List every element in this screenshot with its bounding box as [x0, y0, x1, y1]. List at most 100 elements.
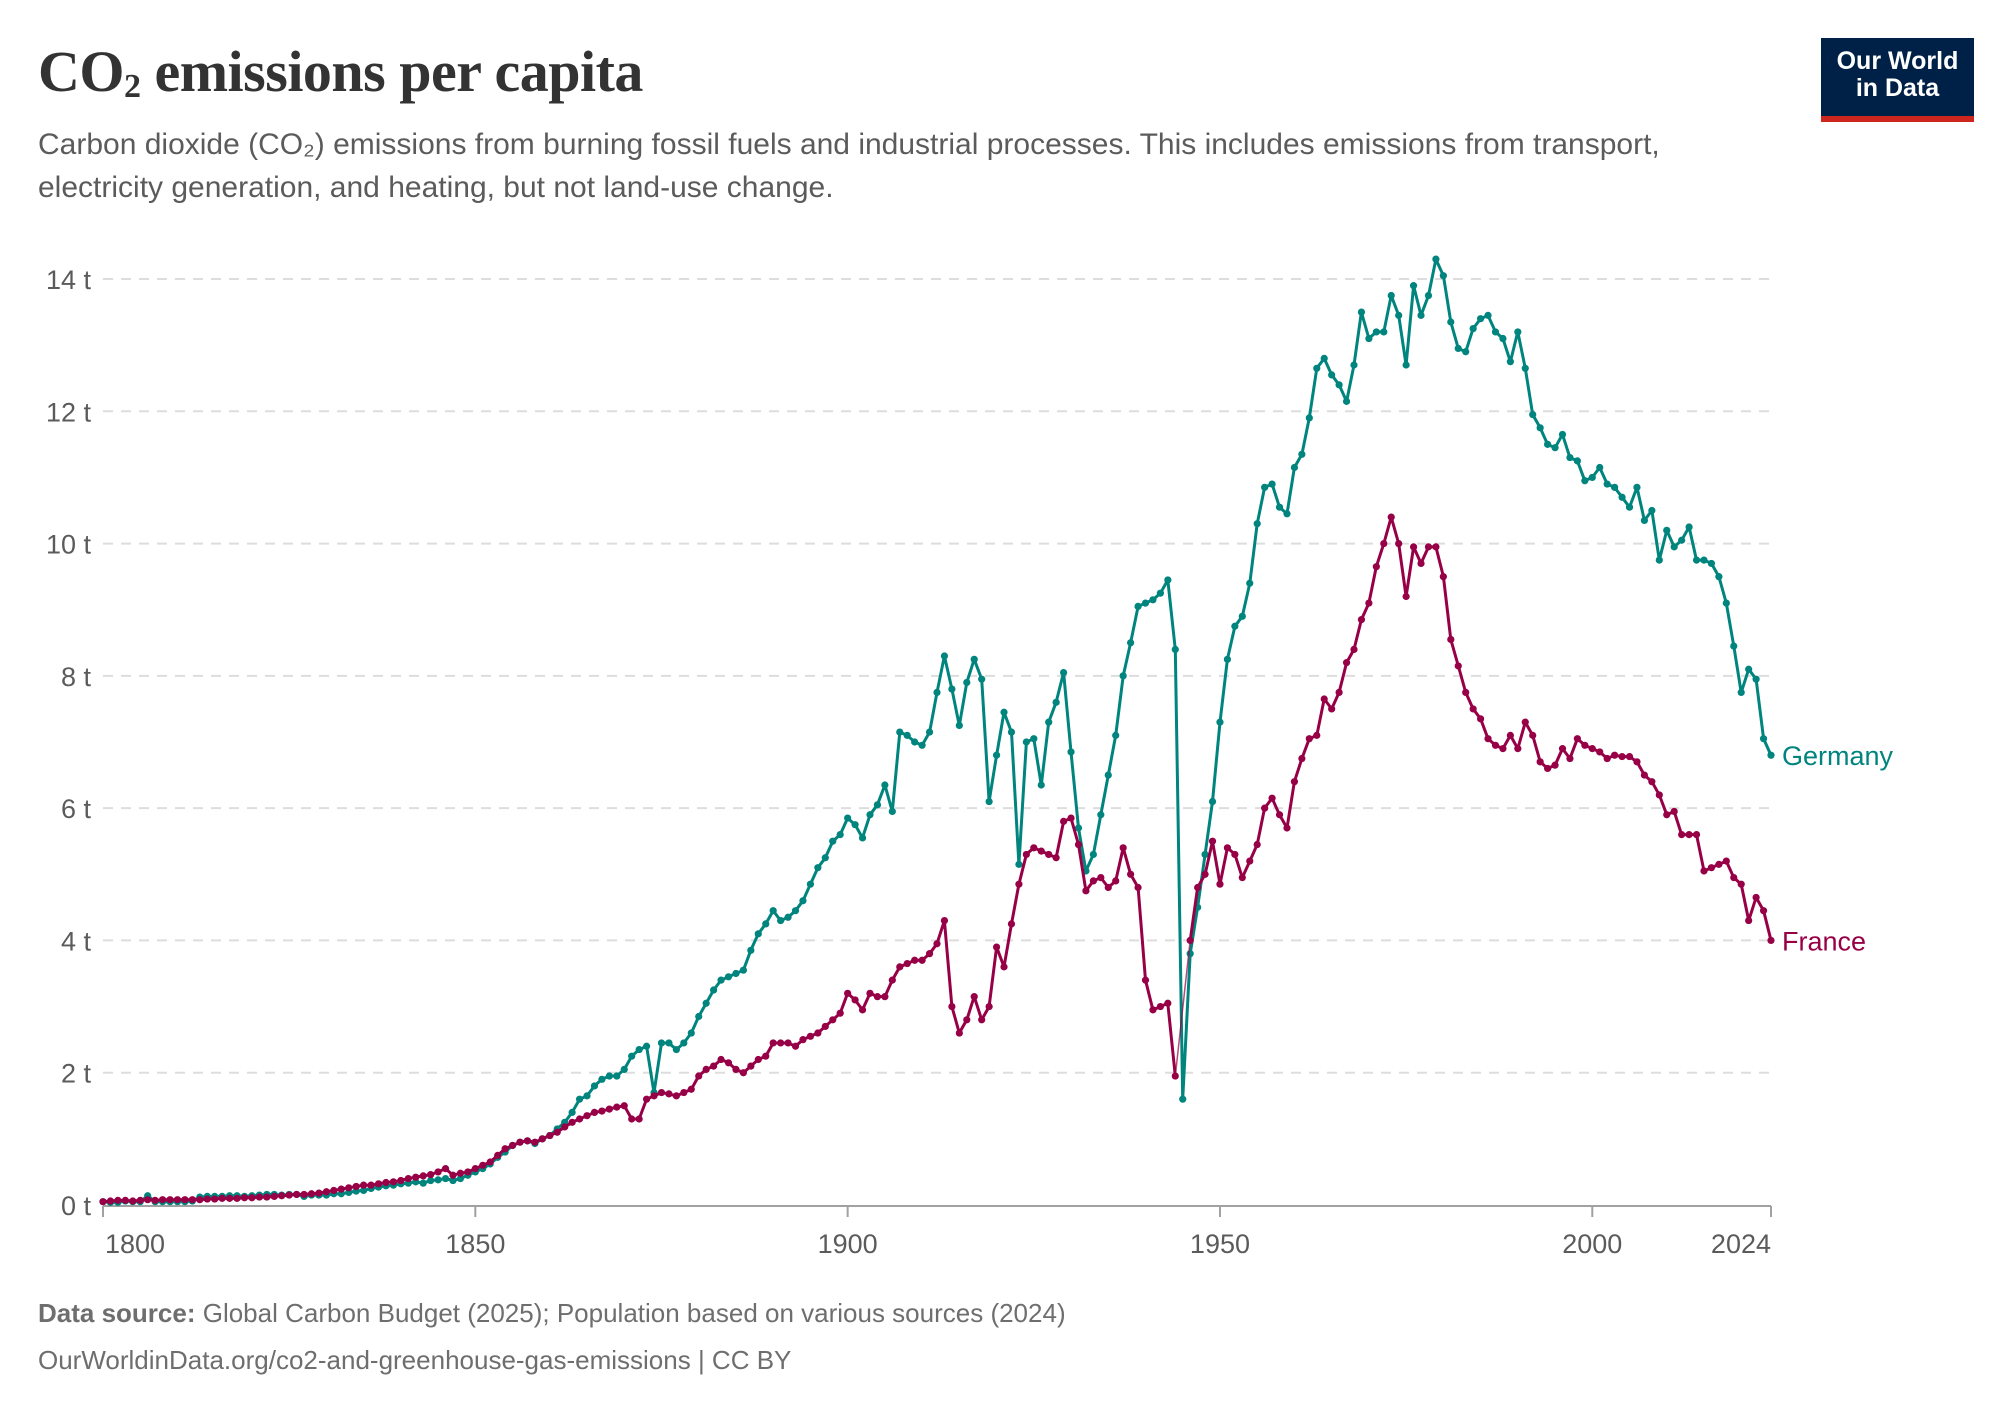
data-point — [1127, 870, 1135, 878]
data-point — [1320, 695, 1328, 703]
data-point — [881, 993, 889, 1001]
data-point — [1216, 880, 1224, 888]
data-point — [1759, 735, 1768, 743]
data-point — [1521, 718, 1529, 726]
data-point — [449, 1176, 457, 1185]
y-tick-label: 6 t — [61, 794, 92, 824]
logo-line-2: in Data — [1855, 74, 1940, 102]
data-point — [1238, 612, 1246, 620]
data-source-label: Data source: — [38, 1298, 196, 1328]
source-url[interactable]: OurWorldinData.org/co2-and-greenhouse-ga… — [38, 1345, 691, 1375]
data-point — [1275, 811, 1284, 819]
data-point — [1618, 752, 1626, 761]
data-point — [1387, 291, 1395, 300]
data-point — [1350, 361, 1358, 369]
data-point — [583, 1092, 591, 1100]
data-point — [851, 821, 859, 829]
data-point — [1514, 745, 1522, 753]
data-point — [590, 1082, 599, 1090]
data-point — [747, 946, 755, 954]
data-point — [777, 916, 785, 925]
data-point — [471, 1165, 479, 1173]
data-point — [762, 1052, 770, 1060]
data-point — [642, 1095, 651, 1103]
data-point — [724, 1059, 733, 1067]
data-point — [263, 1193, 271, 1201]
data-point — [1625, 752, 1634, 761]
data-point — [1268, 794, 1276, 802]
data-point — [590, 1108, 599, 1116]
data-point — [106, 1197, 115, 1205]
x-tick-label: 1950 — [1190, 1229, 1250, 1259]
line-chart: 0 t 2 t 4 t 6 t 8 t 10 t 12 t 14 t 1800 1850 1900 1… — [46, 255, 1894, 1259]
y-tick-label: 2 t — [61, 1059, 92, 1089]
data-point — [1648, 506, 1656, 515]
data-point — [1588, 745, 1596, 753]
data-point — [1402, 592, 1410, 601]
data-point — [844, 814, 852, 822]
data-point — [1745, 665, 1753, 673]
data-point — [821, 854, 829, 862]
data-point — [1365, 599, 1373, 607]
data-point — [866, 811, 874, 819]
data-point — [888, 807, 896, 816]
data-point — [1015, 860, 1023, 868]
data-point — [1231, 622, 1239, 630]
data-point — [434, 1176, 442, 1184]
data-point — [911, 956, 919, 964]
data-point — [806, 1032, 815, 1040]
data-point — [873, 993, 882, 1001]
data-point — [1238, 873, 1246, 882]
data-point — [1298, 450, 1306, 458]
owid-logo[interactable]: Our World in Data — [1821, 38, 1974, 122]
data-source: Data source: Global Carbon Budget (2025)… — [38, 1298, 1066, 1329]
data-point — [1484, 311, 1492, 319]
data-point — [1208, 837, 1217, 845]
data-point — [330, 1186, 338, 1195]
data-point — [546, 1131, 554, 1140]
data-point — [233, 1194, 241, 1202]
data-point — [196, 1196, 204, 1204]
data-source-text: Global Carbon Budget (2025); Population … — [195, 1298, 1066, 1328]
data-point — [985, 1002, 993, 1011]
data-point — [561, 1123, 569, 1131]
data-point — [1045, 850, 1053, 859]
data-point — [1581, 741, 1589, 749]
data-point — [940, 916, 949, 925]
data-point — [1707, 559, 1716, 568]
data-point — [814, 864, 822, 872]
data-point — [278, 1192, 286, 1200]
data-point — [404, 1174, 412, 1183]
data-point — [1283, 824, 1291, 832]
data-point — [1439, 272, 1447, 280]
data-point — [806, 880, 815, 888]
data-point — [1603, 480, 1611, 488]
data-point — [1342, 659, 1351, 667]
data-point — [687, 1029, 695, 1037]
data-point — [1730, 873, 1738, 882]
data-point — [896, 963, 904, 971]
data-point — [1283, 510, 1291, 518]
data-point — [1745, 916, 1753, 925]
data-point — [367, 1181, 375, 1189]
data-point — [345, 1184, 353, 1192]
data-point — [672, 1045, 680, 1054]
data-point — [1253, 840, 1261, 849]
data-point — [166, 1196, 174, 1204]
data-point — [479, 1161, 487, 1169]
data-point — [1707, 864, 1716, 872]
data-point — [829, 837, 837, 845]
data-point — [665, 1039, 673, 1047]
data-point — [1097, 811, 1105, 819]
data-point — [918, 741, 926, 749]
data-point — [1261, 483, 1269, 491]
data-point — [1246, 579, 1254, 587]
data-point — [925, 728, 934, 736]
data-point — [1007, 728, 1016, 736]
data-point — [1700, 556, 1708, 564]
series-label-germany: Germany — [1782, 741, 1894, 771]
data-point — [1588, 473, 1596, 482]
data-point — [1663, 526, 1671, 534]
data-point — [1759, 907, 1768, 915]
data-point — [1149, 1006, 1157, 1014]
